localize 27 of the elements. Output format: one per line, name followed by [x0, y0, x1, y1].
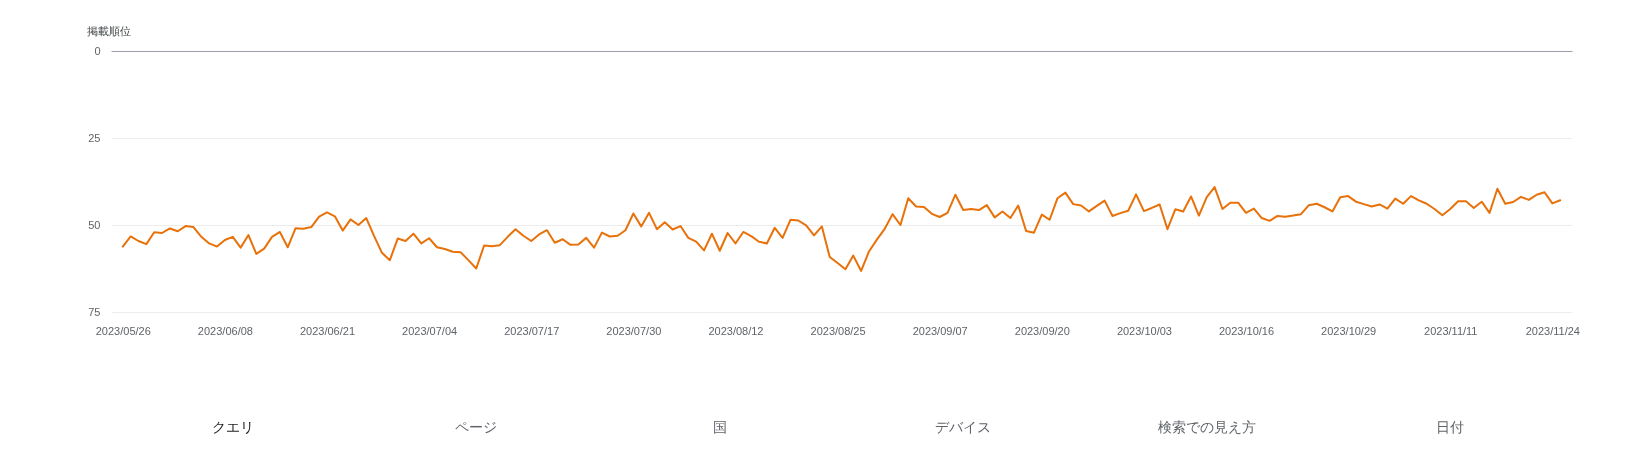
x-tick-label: 2023/07/04 [402, 324, 458, 337]
x-tick-label: 2023/06/08 [197, 324, 253, 337]
x-tick-label: 2023/07/30 [606, 324, 662, 337]
x-tick-label: 2023/10/29 [1321, 324, 1377, 337]
text: 日付 [1436, 419, 1465, 435]
y-tick-label: 25 [88, 131, 101, 144]
x-tick-label: 2023/08/25 [810, 324, 866, 337]
text: 国 [712, 419, 727, 435]
x-tick-label: 2023/08/12 [708, 324, 764, 337]
x-tick-label: 2023/11/11 [1424, 324, 1478, 337]
text: ページ [455, 419, 498, 435]
x-tick-label: 2023/10/16 [1218, 324, 1275, 337]
y-axis-title: 掲載順位 [86, 24, 131, 37]
line-series [121, 186, 1562, 272]
x-tick-label: 2023/07/17 [504, 324, 560, 337]
x-tick-label: 2023/09/20 [1014, 324, 1070, 337]
y-tick-label: 0 [94, 44, 101, 57]
x-tick-label: 2023/11/24 [1525, 324, 1580, 337]
x-tick-label: 2023/06/21 [299, 324, 356, 337]
x-tick-label: 2023/05/26 [95, 324, 151, 337]
text: クエリ [211, 419, 254, 435]
x-tick-label: 2023/09/07 [912, 324, 968, 337]
x-tick-label: 2023/10/03 [1116, 324, 1172, 337]
y-tick-label: 50 [88, 218, 101, 231]
y-tick-label: 75 [88, 305, 101, 318]
text: デバイス [935, 419, 992, 435]
text: 検索での見え方 [1157, 419, 1256, 435]
